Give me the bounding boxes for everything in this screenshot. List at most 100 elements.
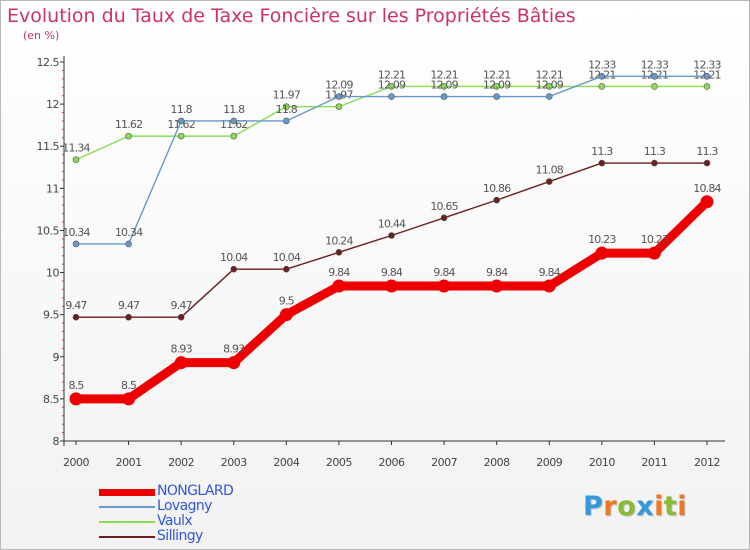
data-point-nonglard bbox=[437, 279, 451, 293]
data-label-sillingy: 11.3 bbox=[696, 145, 718, 158]
data-label-nonglard: 8.5 bbox=[68, 379, 84, 392]
data-point-vaulx bbox=[545, 83, 553, 90]
data-label-nonglard: 9.84 bbox=[539, 266, 561, 279]
data-point-lovagny bbox=[493, 93, 500, 100]
x-tick-label: 2011 bbox=[641, 456, 667, 469]
chart-subtitle: (en %) bbox=[23, 29, 60, 42]
data-label-sillingy: 9.47 bbox=[118, 299, 140, 312]
data-label-vaulx: 11.62 bbox=[115, 118, 143, 131]
legend-label-sillingy: Sillingy bbox=[157, 528, 203, 544]
data-point-sillingy bbox=[177, 313, 185, 321]
data-point-nonglard bbox=[490, 279, 504, 293]
data-label-lovagny: 11.8 bbox=[223, 103, 245, 116]
data-label-sillingy: 11.3 bbox=[644, 145, 666, 158]
data-point-nonglard bbox=[122, 392, 136, 406]
data-label-lovagny: 12.33 bbox=[588, 58, 616, 71]
data-point-nonglard bbox=[69, 392, 83, 406]
data-point-nonglard bbox=[279, 308, 293, 322]
x-tick-label: 2002 bbox=[168, 456, 194, 469]
legend-swatch-sillingy bbox=[99, 536, 155, 538]
logo-letter: i bbox=[654, 491, 664, 522]
data-point-lovagny bbox=[703, 73, 711, 80]
data-label-sillingy: 10.04 bbox=[220, 251, 248, 264]
data-label-lovagny: 12.09 bbox=[483, 79, 511, 92]
data-point-sillingy bbox=[598, 159, 606, 167]
data-label-nonglard: 9.84 bbox=[433, 266, 455, 279]
series-nonglard: 8.5 8.5 8.93 8.93 9.5 9.84 9.84 9.84 9.84 9.84 10.… bbox=[68, 182, 722, 406]
data-label-lovagny: 11.8 bbox=[276, 103, 298, 116]
legend-swatch-nonglard bbox=[99, 489, 155, 496]
legend-label-lovagny: Lovagny bbox=[157, 498, 212, 514]
proxiti-logo: Proxiti bbox=[583, 491, 687, 522]
data-point-vaulx bbox=[388, 83, 395, 90]
x-tick-label: 2005 bbox=[326, 456, 352, 469]
data-label-nonglard: 9.84 bbox=[486, 266, 508, 279]
y-tick-label: 9.5 bbox=[43, 309, 59, 322]
series-sillingy: 9.47 9.47 9.47 10.04 10.04 10.24 10.44 10.65 10.… bbox=[65, 145, 719, 321]
x-tick-label: 2007 bbox=[431, 456, 457, 469]
y-tick-label: 11.5 bbox=[37, 140, 60, 153]
data-point-sillingy bbox=[125, 313, 132, 321]
y-tick-label: 8 bbox=[53, 435, 60, 448]
data-label-nonglard: 9.84 bbox=[381, 266, 403, 279]
data-label-sillingy: 10.24 bbox=[325, 234, 353, 247]
data-label-lovagny: 10.34 bbox=[115, 226, 143, 239]
data-label-nonglard: 8.93 bbox=[223, 343, 245, 356]
y-tick-label: 12.5 bbox=[37, 56, 60, 69]
y-tick-label: 10.5 bbox=[37, 224, 60, 237]
x-tick-label: 2006 bbox=[379, 456, 405, 469]
data-point-nonglard bbox=[174, 356, 188, 370]
logo-letter: P bbox=[583, 491, 604, 522]
data-label-sillingy: 10.86 bbox=[483, 182, 511, 195]
data-label-lovagny: 12.33 bbox=[641, 58, 669, 71]
y-tick-label: 8.5 bbox=[43, 393, 59, 406]
data-point-nonglard bbox=[542, 279, 556, 293]
data-label-nonglard: 8.93 bbox=[171, 343, 193, 356]
data-point-lovagny bbox=[440, 93, 448, 100]
legend-item-nonglard: NONGLARD bbox=[99, 483, 319, 499]
data-point-lovagny bbox=[598, 73, 606, 80]
y-tick-label: 9 bbox=[53, 351, 60, 364]
logo-letter: x bbox=[636, 491, 655, 522]
data-point-sillingy bbox=[703, 159, 711, 167]
data-label-vaulx: 12.21 bbox=[430, 68, 458, 81]
data-point-vaulx bbox=[177, 132, 185, 140]
x-tick-label: 2004 bbox=[273, 456, 299, 469]
data-point-nonglard bbox=[595, 246, 609, 260]
data-label-lovagny: 10.34 bbox=[62, 226, 90, 239]
data-point-nonglard bbox=[700, 195, 714, 209]
data-point-vaulx bbox=[493, 83, 500, 90]
data-label-sillingy: 10.44 bbox=[378, 217, 406, 230]
data-point-sillingy bbox=[440, 214, 448, 222]
data-point-lovagny bbox=[651, 73, 658, 80]
logo-letter: i bbox=[677, 491, 688, 522]
data-label-lovagny: 12.09 bbox=[378, 79, 406, 92]
data-point-vaulx bbox=[283, 103, 290, 110]
data-label-sillingy: 10.04 bbox=[273, 251, 301, 264]
chart-title: Evolution du Taux de Taxe Foncière sur l… bbox=[7, 5, 576, 27]
data-label-sillingy: 9.47 bbox=[171, 299, 193, 312]
data-label-vaulx: 11.97 bbox=[273, 89, 301, 102]
data-label-sillingy: 10.65 bbox=[430, 200, 458, 213]
data-point-sillingy bbox=[651, 159, 658, 167]
y-tick-label: 12 bbox=[46, 98, 59, 111]
data-point-lovagny bbox=[72, 240, 80, 248]
data-label-vaulx: 12.21 bbox=[536, 68, 564, 81]
data-point-vaulx bbox=[598, 83, 606, 90]
data-point-lovagny bbox=[125, 240, 132, 248]
data-point-lovagny bbox=[388, 93, 395, 100]
x-tick-label: 2001 bbox=[116, 456, 142, 469]
data-point-vaulx bbox=[125, 132, 132, 140]
legend-swatch-vaulx bbox=[99, 521, 155, 523]
data-point-vaulx bbox=[651, 83, 658, 90]
data-point-vaulx bbox=[335, 103, 343, 110]
logo-letter: t bbox=[663, 491, 678, 522]
data-label-nonglard: 10.23 bbox=[641, 233, 669, 246]
legend-label-vaulx: Vaulx bbox=[157, 513, 193, 529]
logo-letter: r bbox=[603, 491, 618, 522]
data-label-vaulx: 12.21 bbox=[378, 68, 406, 81]
data-point-sillingy bbox=[493, 196, 500, 204]
data-point-vaulx bbox=[72, 156, 80, 163]
x-tick-label: 2010 bbox=[589, 456, 615, 469]
